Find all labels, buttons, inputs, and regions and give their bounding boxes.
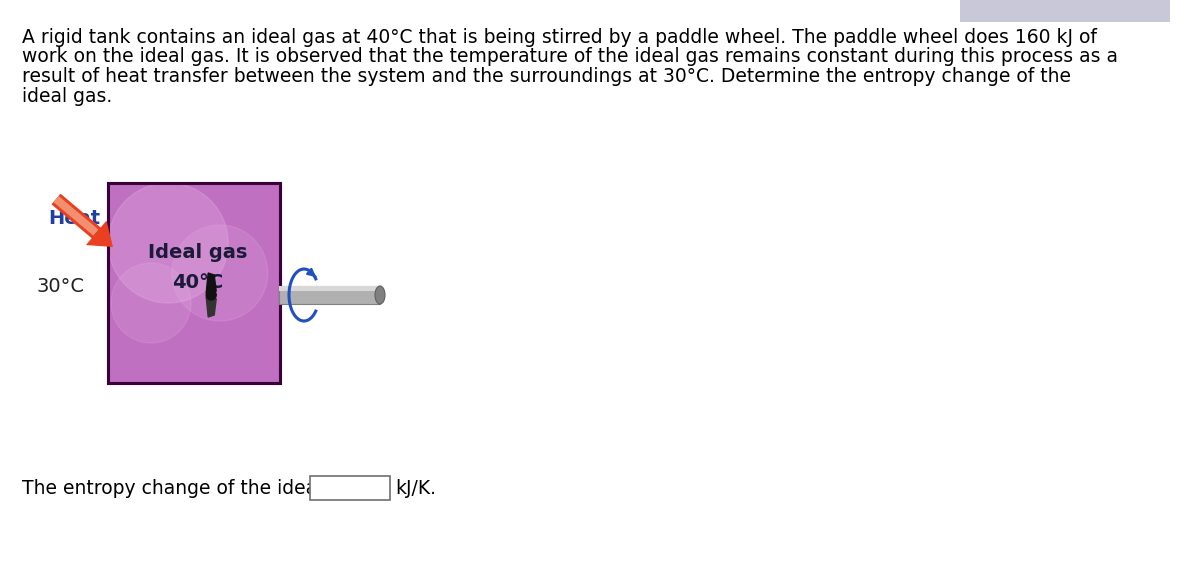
Text: kJ/K.: kJ/K.: [395, 479, 436, 498]
Bar: [960, 0, 1170, 22]
FancyArrow shape: [52, 194, 113, 247]
Text: result of heat transfer between the system and the surroundings at 30°C. Determi: result of heat transfer between the syst…: [22, 67, 1072, 86]
Ellipse shape: [374, 286, 385, 304]
Circle shape: [112, 263, 191, 343]
Text: A rigid tank contains an ideal gas at 40°C that is being stirred by a paddle whe: A rigid tank contains an ideal gas at 40…: [22, 28, 1097, 47]
Circle shape: [206, 290, 216, 300]
Bar: [278, 286, 380, 291]
Bar: [278, 286, 380, 304]
Text: work on the ideal gas. It is observed that the temperature of the ideal gas rema: work on the ideal gas. It is observed th…: [22, 47, 1118, 66]
Bar: [108, 183, 280, 383]
Text: Ideal gas: Ideal gas: [148, 244, 247, 263]
Text: ideal gas.: ideal gas.: [22, 86, 113, 105]
Polygon shape: [206, 297, 216, 317]
Text: Heat: Heat: [48, 209, 100, 228]
Circle shape: [172, 225, 268, 321]
Text: 30°C: 30°C: [36, 277, 84, 296]
Bar: [310, 476, 390, 500]
Text: 40°C: 40°C: [172, 273, 223, 292]
Polygon shape: [206, 273, 216, 293]
Bar: [108, 183, 280, 383]
Text: The entropy change of the ideal gas is: The entropy change of the ideal gas is: [22, 479, 383, 498]
FancyArrow shape: [54, 196, 98, 236]
Circle shape: [108, 183, 228, 303]
